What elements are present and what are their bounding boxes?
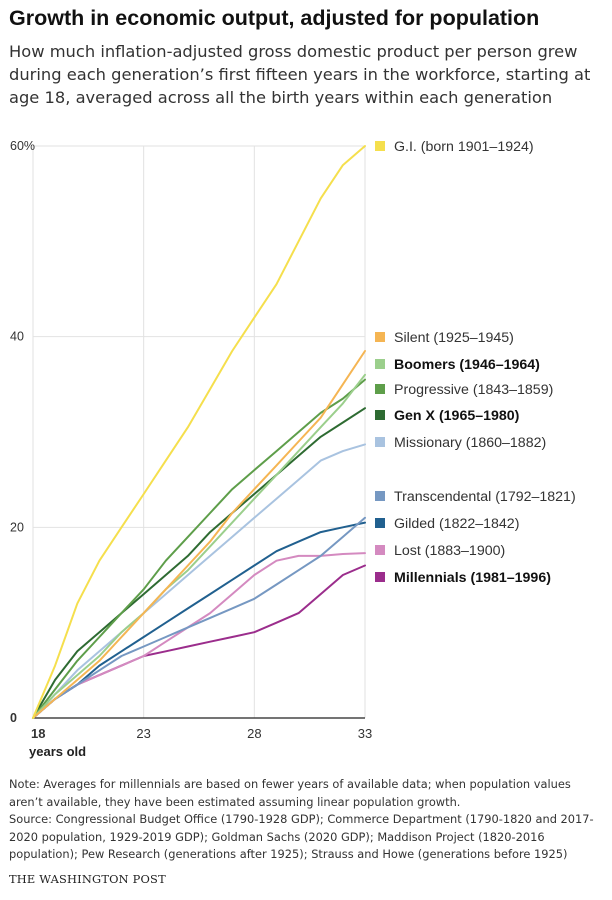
legend-label: Millennials (1981–1996): [394, 570, 551, 586]
legend-label: Lost (1883–1900): [394, 543, 505, 559]
legend-swatch: [375, 545, 385, 555]
series-line: [32, 516, 366, 719]
series-line: [32, 350, 366, 719]
x-tick-label: 33: [358, 726, 372, 741]
footer: Note: Averages for millennials are based…: [9, 776, 607, 864]
chart-note: Note: Averages for millennials are based…: [9, 777, 571, 809]
publisher-credit: THE WASHINGTON POST: [9, 872, 166, 886]
series-line: [32, 521, 366, 719]
series-line: [32, 373, 366, 719]
legend-label: Progressive (1843–1859): [394, 382, 553, 398]
x-axis-label: years old: [29, 744, 86, 759]
legend-swatch: [375, 437, 385, 447]
legend-swatch: [375, 332, 385, 342]
line-chart: 0 20 40 60% 18 23 28 33 years old G.I. (born 1901…: [10, 139, 576, 759]
x-tick-label: 23: [136, 726, 150, 741]
legend-label: Transcendental (1792–1821): [394, 489, 576, 505]
y-tick-label: 60%: [10, 139, 35, 153]
chart-source: Source: Congressional Budget Office (179…: [9, 812, 594, 861]
legend-swatch: [375, 572, 385, 582]
y-tick-label: 20: [10, 520, 24, 534]
legend-swatch: [375, 141, 385, 151]
series-line: [32, 443, 366, 719]
series-line: [32, 378, 366, 719]
legend-swatch: [375, 410, 385, 420]
series-line: [32, 145, 366, 719]
x-tick-label: 28: [247, 726, 261, 741]
x-tick-label: 18: [31, 726, 45, 741]
legend-label: Missionary (1860–1882): [394, 435, 546, 451]
chart-subtitle: How much inflation-adjusted gross domest…: [9, 42, 591, 107]
series-line: [32, 407, 366, 719]
legend-label: Gilded (1822–1842): [394, 516, 519, 532]
legend-label: Boomers (1946–1964): [394, 357, 540, 373]
series-line: [32, 564, 366, 719]
legend-swatch: [375, 384, 385, 394]
legend-swatch: [375, 359, 385, 369]
y-tick-label: 40: [10, 330, 24, 344]
legend-label: Gen X (1965–1980): [394, 408, 520, 424]
legend-label: G.I. (born 1901–1924): [394, 139, 534, 155]
chart-title: Growth in economic output, adjusted for …: [9, 6, 540, 30]
legend-swatch: [375, 518, 385, 528]
y-tick-label: 0: [10, 711, 17, 725]
legend-label: Silent (1925–1945): [394, 330, 514, 346]
legend-swatch: [375, 491, 385, 501]
series-line: [32, 552, 366, 719]
